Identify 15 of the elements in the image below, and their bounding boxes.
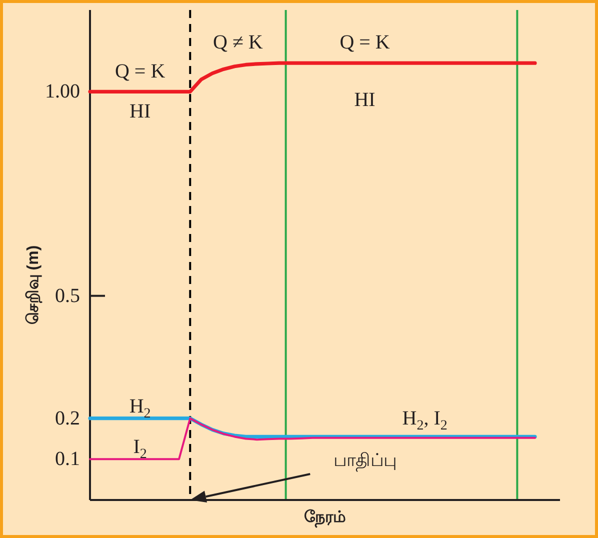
y-tick-label: 0.5 — [55, 284, 80, 307]
series-label: HI — [130, 100, 151, 123]
y-tick-label: 0.1 — [55, 448, 80, 470]
line-series — [88, 61, 537, 94]
annotation: H$_{2}$, I$_{2}$ — [402, 407, 448, 434]
annotation: Q = K — [114, 60, 166, 82]
series-label: I$_{2}$ — [133, 436, 147, 462]
x-axis-title: நேரம் — [304, 509, 346, 527]
annotation: HI — [354, 88, 376, 111]
annotation: Q ≠ K — [213, 32, 264, 54]
y-tick-label: 1.00 — [45, 80, 80, 103]
annotation: பாதிப்பு — [334, 450, 397, 472]
annotation: Q = K — [340, 32, 390, 54]
y-tick-label: 0.2 — [55, 407, 80, 430]
y-axis-title: செறிவு (m) — [25, 245, 42, 325]
